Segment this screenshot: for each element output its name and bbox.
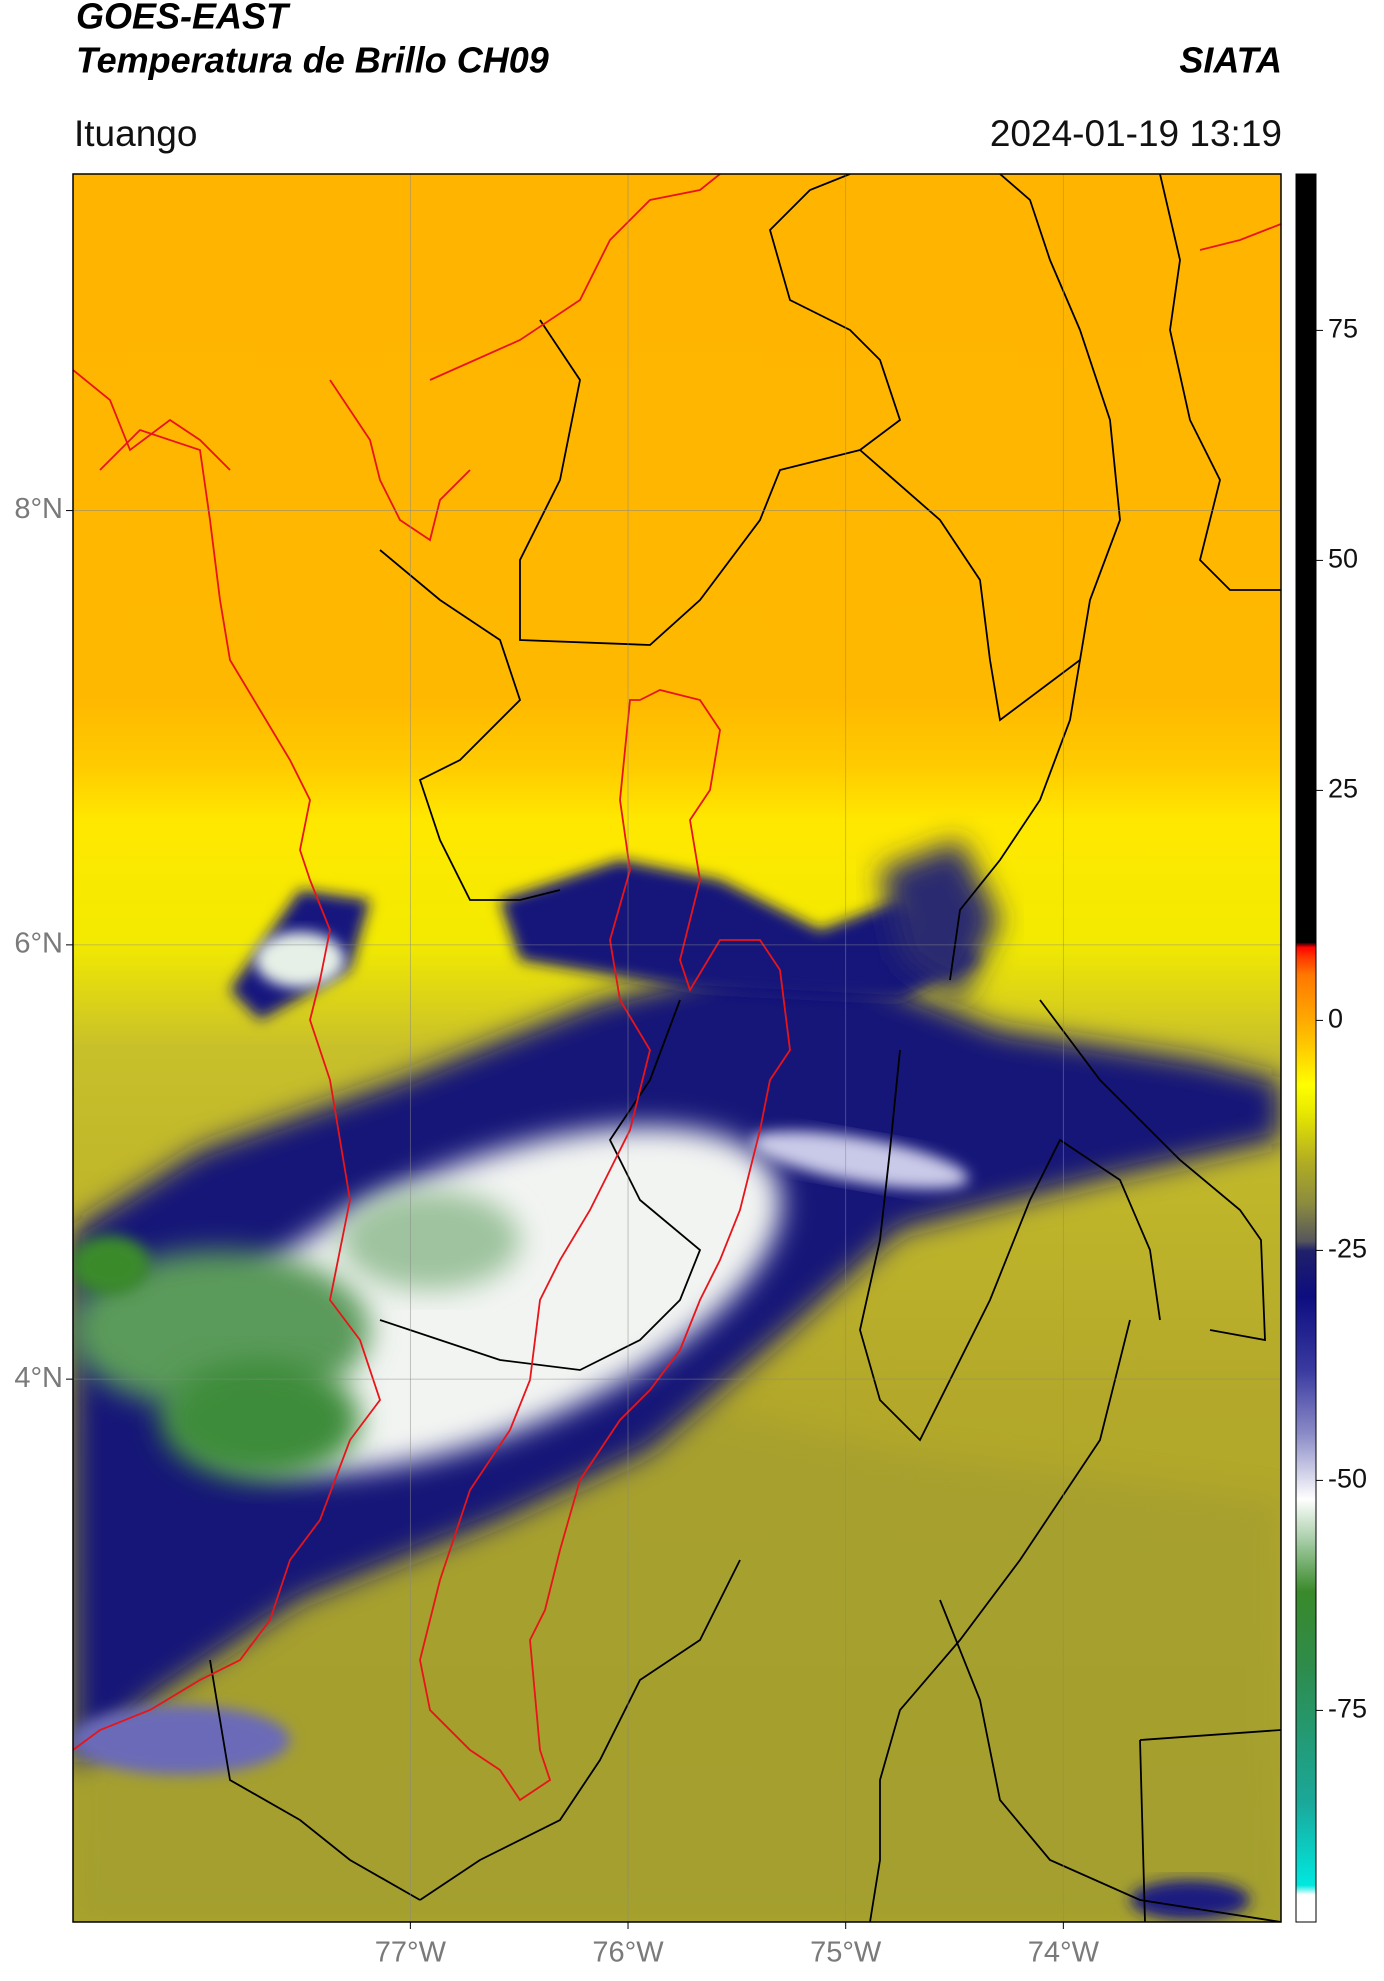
colorbar-tick-label: 50	[1328, 544, 1358, 574]
grid	[73, 174, 1281, 1922]
colorbar-frame	[1295, 173, 1317, 1923]
colorbar-segment	[1296, 1158, 1316, 1205]
colorbar-tick-label: -75	[1328, 1694, 1367, 1724]
colorbar-segment	[1296, 1204, 1316, 1242]
colorbar-segment	[1296, 174, 1316, 943]
colorbar-segment	[1296, 1048, 1316, 1086]
timestamp: 2024-01-19 13:19	[990, 113, 1282, 154]
colorbar-tick-label: 0	[1328, 1004, 1343, 1034]
map-frame	[72, 173, 1282, 1923]
colorbar-segment	[1296, 1084, 1316, 1113]
title: GOES-EAST	[76, 0, 291, 37]
y-tick-label: 8°N	[14, 493, 63, 525]
x-tick-label: 74°W	[1028, 1937, 1100, 1969]
colorbar-segment	[1296, 946, 1316, 957]
map-image	[73, 174, 1281, 1922]
y-tick-label: 4°N	[14, 1362, 63, 1394]
credit: SIATA	[1179, 40, 1282, 81]
colorbar-segment	[1296, 1241, 1316, 1251]
colorbar-tick-label: -25	[1328, 1234, 1367, 1264]
colorbar-tick-label: 25	[1328, 774, 1358, 804]
y-tick-label: 6°N	[14, 928, 63, 960]
colorbar: -75 -50 -25 0 25 50 75	[1295, 173, 1367, 1923]
colorbar-segment	[1296, 1112, 1316, 1159]
colorbar-segment	[1296, 1296, 1316, 1371]
colorbar-segment	[1296, 956, 1316, 975]
colorbar-segment	[1296, 1664, 1316, 1803]
colorbar-segment	[1296, 1544, 1316, 1592]
colorbar-segment	[1296, 1894, 1316, 1923]
colorbar-tick-label: 75	[1328, 314, 1358, 344]
colorbar-segment	[1296, 1250, 1316, 1297]
colorbar-segment	[1296, 1802, 1316, 1886]
x-tick-label: 77°W	[375, 1937, 447, 1969]
colorbar-segment	[1296, 974, 1316, 1021]
location: Ituango	[74, 113, 197, 154]
colorbar-segment	[1296, 1020, 1316, 1049]
subtitle: Temperatura de Brillo CH09	[76, 40, 549, 81]
colorbar-segment	[1296, 1434, 1316, 1500]
colorbar-segment	[1296, 1498, 1316, 1546]
colorbar-segment	[1296, 1590, 1316, 1665]
colorbar-segment	[1296, 942, 1316, 948]
x-tick-label: 76°W	[592, 1937, 664, 1969]
colorbar-segment	[1296, 1370, 1316, 1435]
x-tick-label: 75°W	[810, 1937, 882, 1969]
colorbar-segment	[1296, 1885, 1316, 1895]
colorbar-tick-label: -50	[1328, 1464, 1367, 1494]
